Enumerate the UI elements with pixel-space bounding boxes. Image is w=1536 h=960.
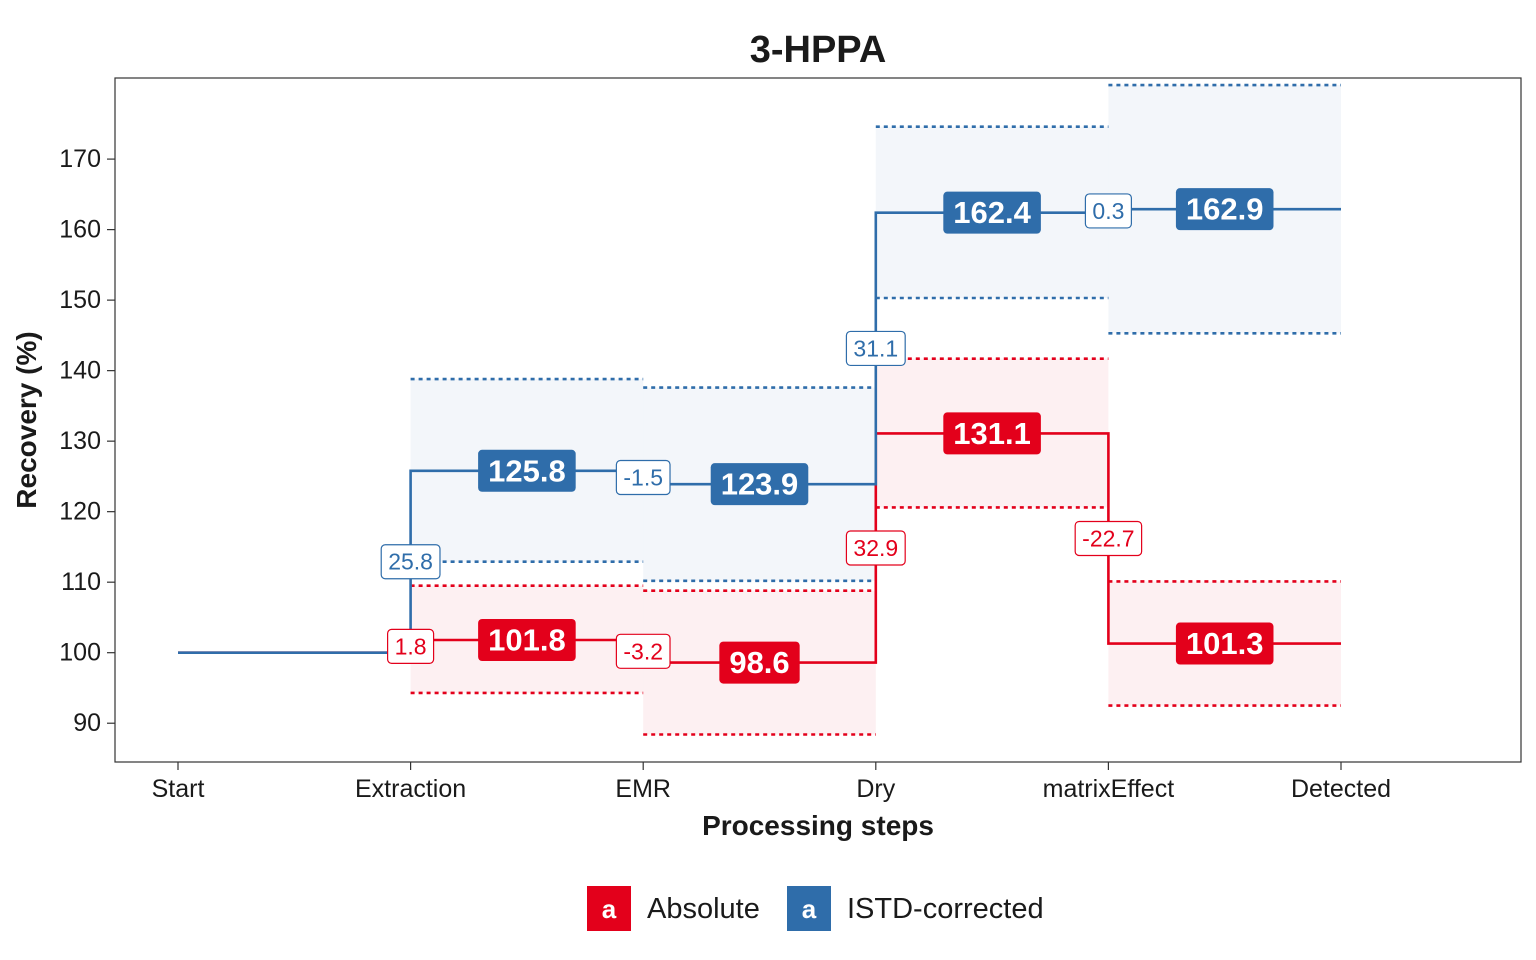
legend-key	[787, 886, 831, 931]
axes-layer: 90 100 110 120 130 140 150 160 170 Start Extractio…	[59, 145, 1391, 803]
change-label: 25.8	[380, 544, 441, 580]
change-label-box	[845, 530, 906, 566]
y-tick-label: 140	[59, 357, 101, 385]
legend: a Absolute a ISTD-corrected	[587, 886, 1044, 931]
change-label: -22.7	[1074, 520, 1143, 557]
value-labels-layer: 1.8 101.8 -3.2 98.6 32.9 131.1 -22.7 101.3 25.8 1…	[380, 188, 1274, 684]
change-label-text: -1.5	[623, 464, 663, 490]
change-label-box	[387, 628, 435, 664]
value-label-text: 162.4	[953, 195, 1031, 230]
value-label: 101.3	[1175, 622, 1274, 665]
value-label-text: 162.9	[1186, 192, 1264, 227]
change-label-text: -22.7	[1082, 525, 1134, 551]
x-tick-label: EMR	[615, 775, 671, 803]
value-label: 162.9	[1175, 188, 1274, 231]
legend-key	[587, 886, 631, 931]
y-axis-title: Recovery (%)	[11, 331, 42, 508]
x-tick-label: matrixEffect	[1043, 775, 1175, 803]
value-label-box	[1175, 622, 1274, 665]
value-label: 125.8	[478, 449, 576, 492]
legend-label: ISTD-corrected	[847, 893, 1044, 925]
change-label: 32.9	[845, 530, 906, 566]
value-label-text: 123.9	[721, 467, 799, 502]
change-label: 31.1	[845, 330, 906, 367]
plot-panel	[114, 77, 1522, 763]
x-tick-label: Detected	[1291, 775, 1391, 803]
change-label-box	[845, 330, 906, 367]
value-label-box	[478, 619, 576, 662]
value-label: 123.9	[710, 463, 809, 506]
value-label-text: 98.6	[729, 645, 789, 680]
change-label-box	[1074, 520, 1143, 557]
value-label-box	[478, 449, 576, 492]
change-label-text: 1.8	[395, 633, 427, 659]
y-tick-label: 130	[59, 427, 101, 455]
value-label: 162.4	[943, 191, 1041, 234]
value-label-text: 101.3	[1186, 626, 1264, 661]
x-tick-label: Extraction	[355, 775, 466, 803]
y-tick-label: 160	[59, 216, 101, 244]
change-label-box	[615, 459, 671, 496]
value-label-box	[943, 412, 1041, 455]
value-label-box	[1175, 188, 1274, 231]
y-tick-label: 90	[73, 709, 101, 737]
x-tick-label: Start	[152, 775, 205, 803]
legend-label: Absolute	[647, 893, 760, 925]
bound-lines-layer	[410, 83, 1341, 736]
y-tick-label: 100	[59, 639, 101, 667]
change-label: 0.3	[1084, 193, 1132, 229]
legend-item: a ISTD-corrected	[787, 886, 1044, 931]
legend-key-glyph: a	[602, 894, 617, 924]
change-label-text: 32.9	[853, 535, 898, 561]
legend-item: a Absolute	[587, 886, 760, 931]
change-label-text: 25.8	[388, 549, 433, 575]
value-label: 131.1	[943, 412, 1041, 455]
change-label-text: -3.2	[623, 638, 663, 664]
y-tick-label: 120	[59, 498, 101, 526]
value-label: 101.8	[478, 619, 576, 662]
change-label: -3.2	[615, 633, 671, 669]
value-label: 98.6	[719, 641, 800, 684]
value-label-text: 101.8	[488, 623, 566, 658]
change-label-box	[1084, 193, 1132, 229]
change-label-box	[615, 633, 671, 669]
change-label-text: 0.3	[1092, 198, 1124, 224]
legend-key-glyph: a	[802, 894, 817, 924]
y-tick-label: 110	[61, 568, 101, 596]
value-label-text: 125.8	[488, 453, 566, 488]
change-label-box	[380, 544, 441, 580]
x-axis-title: Processing steps	[702, 810, 934, 841]
change-label-text: 31.1	[853, 335, 898, 361]
value-label-box	[710, 463, 809, 506]
x-tick-label: Dry	[856, 775, 895, 803]
value-label-box	[943, 191, 1041, 234]
value-label-box	[719, 641, 800, 684]
change-label: 1.8	[387, 628, 435, 664]
y-tick-label: 150	[59, 286, 101, 314]
change-label: -1.5	[615, 459, 671, 496]
value-label-text: 131.1	[953, 416, 1031, 451]
y-tick-label: 170	[59, 145, 101, 173]
chart-title: 3-HPPA	[750, 29, 887, 71]
